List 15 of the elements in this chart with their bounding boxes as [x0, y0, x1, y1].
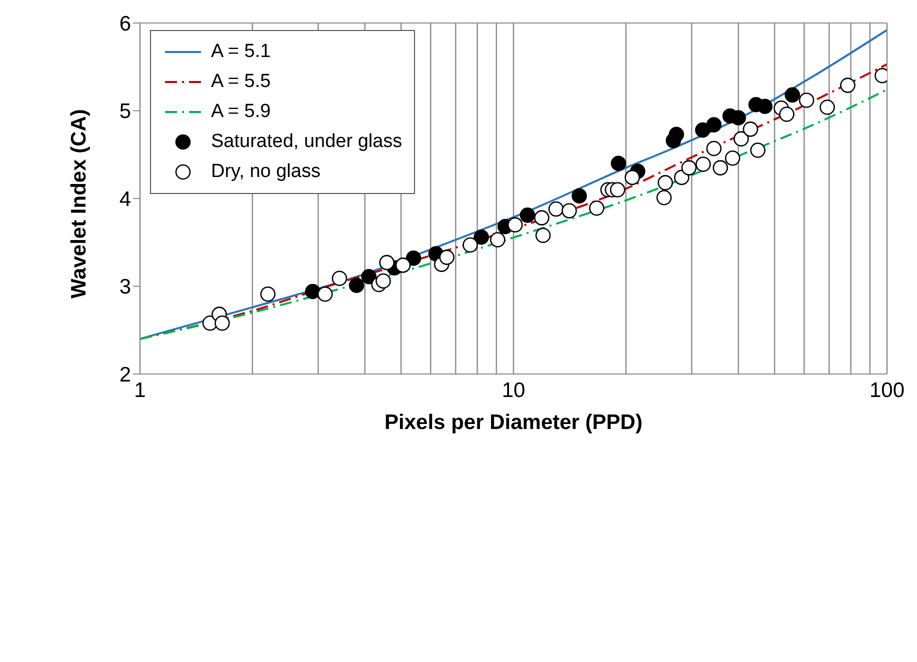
y-axis-title: Wavelet Index (CA) [67, 109, 90, 298]
legend-label: Dry, no glass [211, 161, 320, 183]
y-tick-label: 3 [119, 276, 131, 299]
x-tick-label: 100 [869, 378, 905, 402]
x-tick-label: 1 [134, 378, 146, 402]
legend-label: A = 5.5 [211, 71, 271, 93]
legend-label: A = 5.1 [211, 41, 271, 63]
y-tick-label: 2 [119, 363, 131, 386]
x-tick-label: 10 [502, 378, 526, 402]
x-axis-title: Pixels per Diameter (PPD) [384, 411, 642, 434]
y-tick-label: 5 [119, 100, 131, 124]
y-tick-label: 4 [119, 188, 132, 211]
y-tick-label: 6 [119, 12, 131, 36]
legend-label: A = 5.9 [211, 101, 271, 123]
legend-label: Saturated, under glass [211, 131, 402, 153]
